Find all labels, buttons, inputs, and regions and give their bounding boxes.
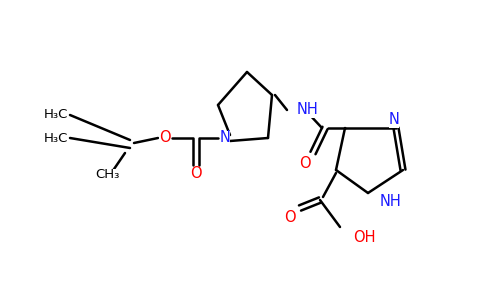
Text: N: N <box>220 130 230 146</box>
Text: O: O <box>190 167 202 182</box>
Text: O: O <box>159 130 171 146</box>
Text: CH₃: CH₃ <box>95 169 119 182</box>
Text: N: N <box>389 112 399 128</box>
Text: H₃C: H₃C <box>44 131 68 145</box>
Text: O: O <box>299 155 311 170</box>
Text: H₃C: H₃C <box>44 109 68 122</box>
Text: NH: NH <box>380 194 402 208</box>
Text: NH: NH <box>297 103 319 118</box>
Text: O: O <box>284 211 296 226</box>
Text: OH: OH <box>353 230 376 244</box>
